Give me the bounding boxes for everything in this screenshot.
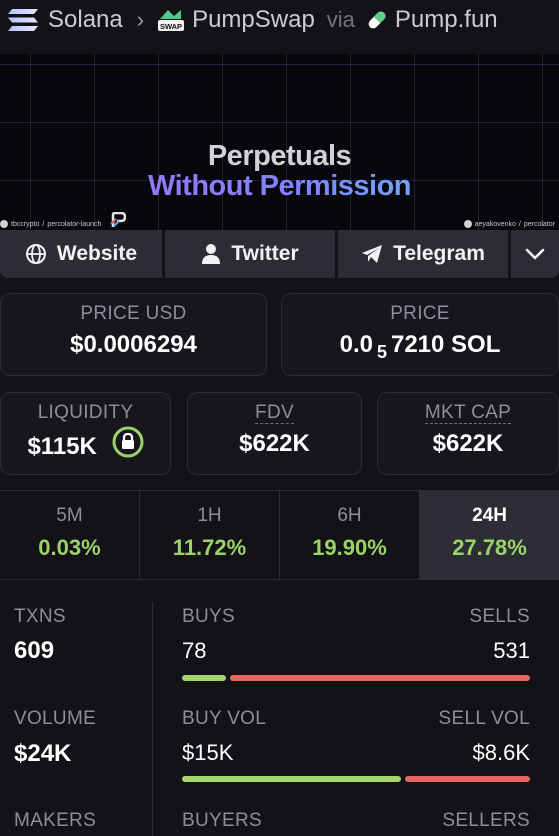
fdv-card[interactable]: FDV $622K [187,392,362,475]
fdv-label: FDV [255,402,294,424]
sell-vol-label: SELL VOL [438,708,530,729]
chevron-down-icon [525,248,545,260]
globe-icon [25,244,46,264]
buy-vol-bar [182,776,401,782]
banner-footer-right: aeyakovenko / percolator [463,220,555,228]
price-native-label: PRICE [390,303,450,324]
buyers-label: BUYERS [182,810,262,831]
liquidity-label: LIQUIDITY [37,402,134,423]
buys-bar [182,675,226,681]
sell-vol-bar [405,776,530,782]
buy-vol-label: BUY VOL [182,708,267,729]
solana-logo-icon [6,7,40,33]
price-usd-label: PRICE USD [80,303,187,324]
tab-label: 1H [197,505,222,526]
breadcrumb-launchpad-link[interactable]: Pump.fun [394,6,498,33]
telegram-button[interactable]: Telegram [338,230,508,278]
breadcrumb-chain-link[interactable]: Solana [48,6,123,33]
github-icon [0,220,8,228]
paper-plane-icon [362,245,383,263]
tab-change-value: 0.03% [38,535,101,560]
chevron-right-icon: › [136,7,145,32]
banner-right-handle: aeyakovenko [474,220,516,228]
banner-left-handle: tbccrypto [11,220,40,228]
twitter-button[interactable]: Twitter [165,230,335,278]
website-button[interactable]: Website [0,230,162,278]
price-native-card: PRICE 0.0 5 7210 SOL [281,293,559,376]
market-cap-label: MKT CAP [424,402,512,424]
tab-5m[interactable]: 5M 0.03% [0,491,140,579]
banner-title-line1: Perpetuals [207,140,352,172]
user-icon [202,244,221,264]
liquidity-value: $115K [27,432,97,460]
tab-change-value: 19.90% [312,535,387,560]
liquidity-value-wrap: $115K [1,426,170,465]
fdv-value: $622K [239,430,310,457]
github-icon [463,220,472,228]
banner-right-repo: percolator [523,220,555,228]
telegram-label: Telegram [393,242,485,265]
tab-label: 6H [337,505,362,526]
sells-label: SELLS [469,606,530,627]
pumpswap-logo-icon: SWAP [156,5,186,35]
tab-label: 24H [472,505,507,526]
timeframe-tabs: 5M 0.03% 1H 11.72% 6H 19.90% 24H 27.78% [0,490,559,580]
tab-6h[interactable]: 6H 19.90% [280,491,420,579]
market-cap-value: $622K [432,430,504,457]
banner-left-repo: percolator-launch [47,220,102,228]
sellers-label: SELLERS [442,810,530,831]
tab-change-value: 27.78% [452,535,527,560]
token-banner: Perpetuals Without Permission tbccrypto … [0,54,559,230]
banner-footer-left: tbccrypto / percolator-launch [0,211,127,228]
liquidity-card: LIQUIDITY $115K [0,392,171,475]
sells-value: 531 [493,638,530,663]
price-native-value: 0.0 5 7210 SOL [339,331,501,362]
txns-value: 609 [14,637,55,664]
txns-label: TXNS [14,606,66,627]
tab-1h[interactable]: 1H 11.72% [140,491,280,579]
tab-24h[interactable]: 24H 27.78% [420,491,559,579]
more-links-button[interactable] [511,230,559,278]
website-label: Website [56,242,138,265]
percolator-logo-icon [110,211,127,228]
buys-label: BUYS [182,606,235,627]
breadcrumb: Solana › SWAP PumpSwap via Pump.fun [0,0,559,40]
pump-pill-icon [365,8,389,32]
social-links: Website Twitter Telegram [0,230,559,278]
sell-vol-value: $8.6K [472,740,531,765]
market-cap-card[interactable]: MKT CAP $622K [377,392,559,475]
volume-label: VOLUME [14,708,97,729]
pumpswap-badge-text: SWAP [160,22,182,31]
banner-title-line2: Without Permission [0,170,559,203]
makers-label: MAKERS [14,810,97,831]
stats-divider [152,602,153,836]
price-usd-value: $0.0006294 [70,331,197,358]
breadcrumb-via: via [326,7,355,32]
breadcrumb-dex-link[interactable]: PumpSwap [192,6,315,33]
buy-vol-value: $15K [182,740,234,765]
lock-icon[interactable] [112,426,144,465]
volume-value: $24K [14,740,72,767]
tab-label: 5M [56,505,83,526]
twitter-label: Twitter [231,242,299,265]
price-usd-card: PRICE USD $0.0006294 [0,293,267,376]
tab-change-value: 11.72% [172,535,247,560]
buys-value: 78 [182,638,207,663]
sells-bar [230,675,530,681]
